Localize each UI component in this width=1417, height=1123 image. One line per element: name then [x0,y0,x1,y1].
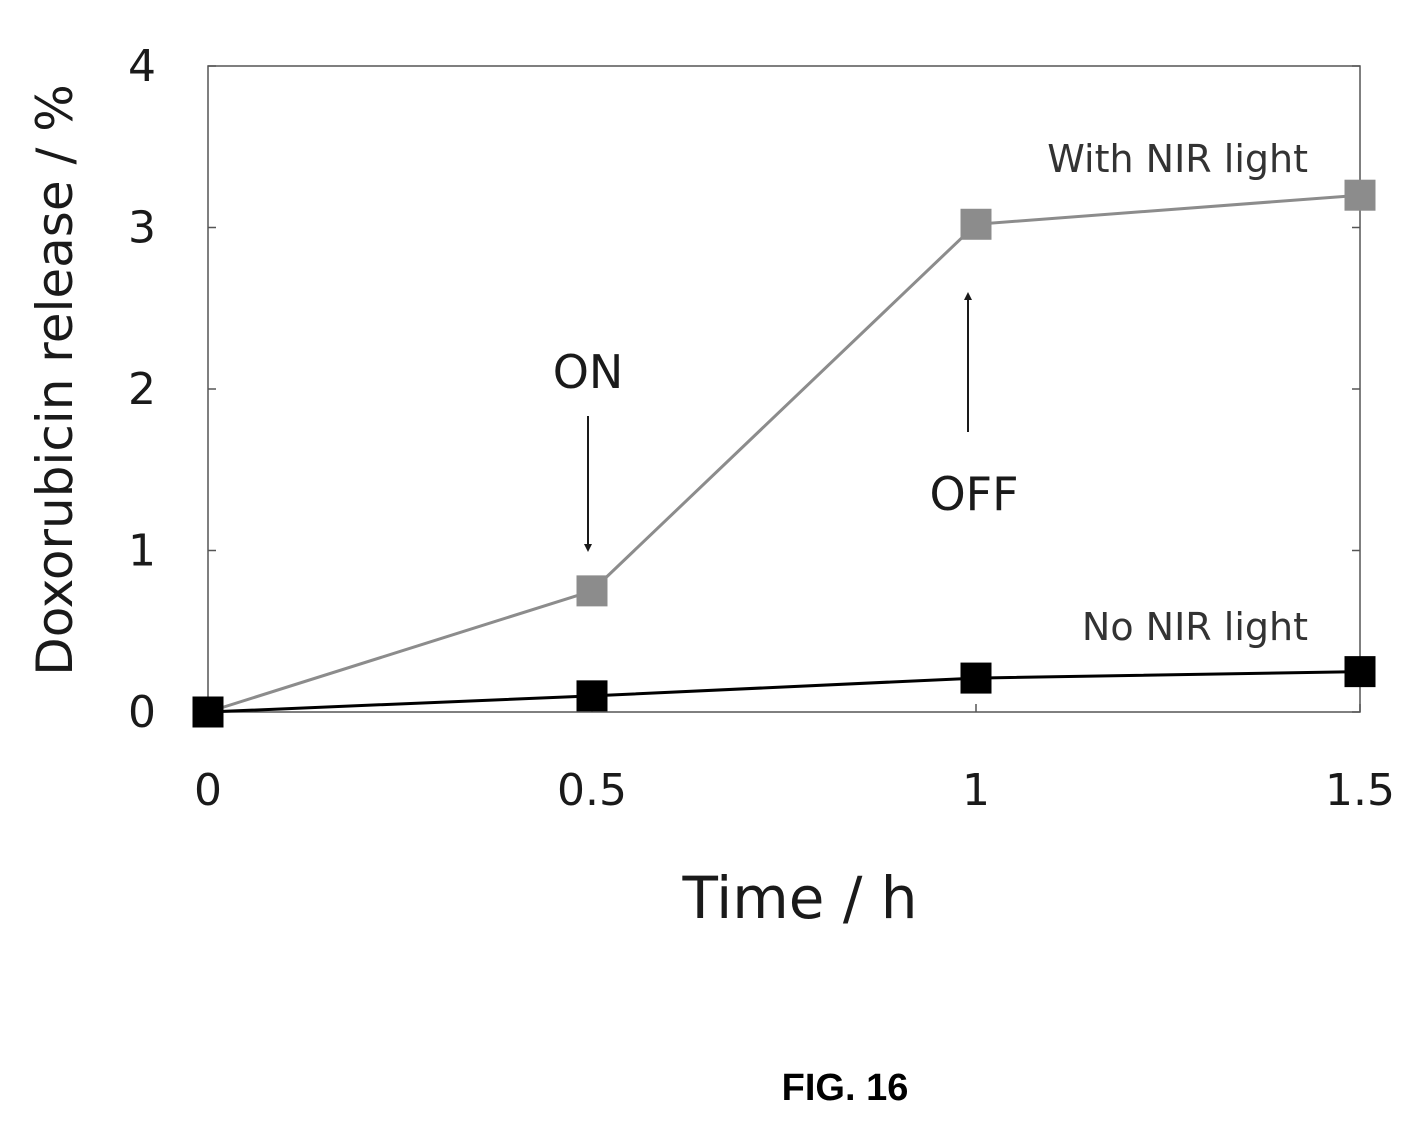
x-axis-title: Time / h [681,864,917,932]
series-layer [192,179,1376,728]
y-tick-label: 2 [128,364,156,415]
data-point-no-nir [576,680,608,712]
data-point-with-nir [576,575,608,607]
y-axis-ticks: 0 1 2 3 4 [128,41,1360,738]
y-tick-label: 0 [128,687,156,738]
x-tick-label: 1.5 [1325,765,1395,816]
x-axis-ticks: 0 0.5 1 1.5 [194,704,1395,816]
data-point-no-nir [192,696,224,728]
x-tick-label: 1 [962,765,990,816]
annotation-off-label: OFF [929,467,1018,521]
series-line-no-nir [207,670,1361,714]
y-axis-title: Doxorubicin release / % [26,84,84,676]
data-point-no-nir [960,662,992,694]
figure-caption: FIG. 16 [782,1067,909,1109]
x-tick-label: 0.5 [557,765,627,816]
x-tick-label: 0 [194,765,222,816]
series-label-no-nir: No NIR light [1082,605,1308,649]
y-tick-label: 1 [128,526,156,577]
data-point-with-nir [1344,179,1376,211]
annotation-on-label: ON [553,345,624,399]
y-tick-label: 4 [128,41,156,92]
data-point-no-nir [1344,656,1376,688]
annotations: ON OFF [553,292,1019,552]
y-tick-label: 3 [128,203,156,254]
series-line-with-nir [207,193,1361,714]
series-label-with-nir: With NIR light [1047,137,1308,181]
data-point-with-nir [960,208,992,240]
